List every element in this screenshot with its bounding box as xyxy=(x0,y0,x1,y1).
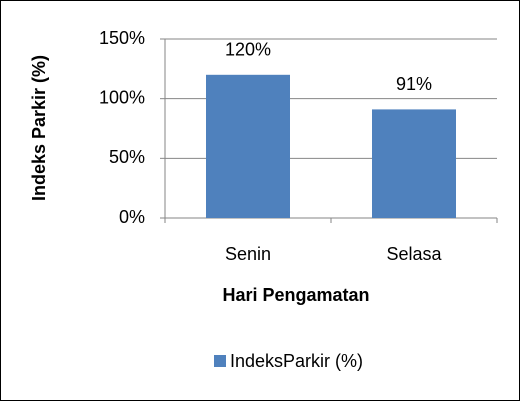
x-axis-title: Hari Pengamatan xyxy=(222,285,369,305)
x-tick-label: Senin xyxy=(225,244,271,264)
legend-swatch xyxy=(214,355,226,367)
data-label: 120% xyxy=(225,40,271,60)
data-label: 91% xyxy=(396,74,432,94)
y-axis-title: Indeks Parkir (%) xyxy=(29,55,49,201)
y-tick-label: 150% xyxy=(99,28,145,48)
y-tick-label: 0% xyxy=(119,207,145,227)
x-tick-label: Selasa xyxy=(386,244,442,264)
bar xyxy=(206,74,290,218)
y-tick-label: 100% xyxy=(99,87,145,107)
y-tick-label: 50% xyxy=(109,147,145,167)
legend-label: IndeksParkir (%) xyxy=(230,351,363,371)
bar xyxy=(372,109,456,218)
